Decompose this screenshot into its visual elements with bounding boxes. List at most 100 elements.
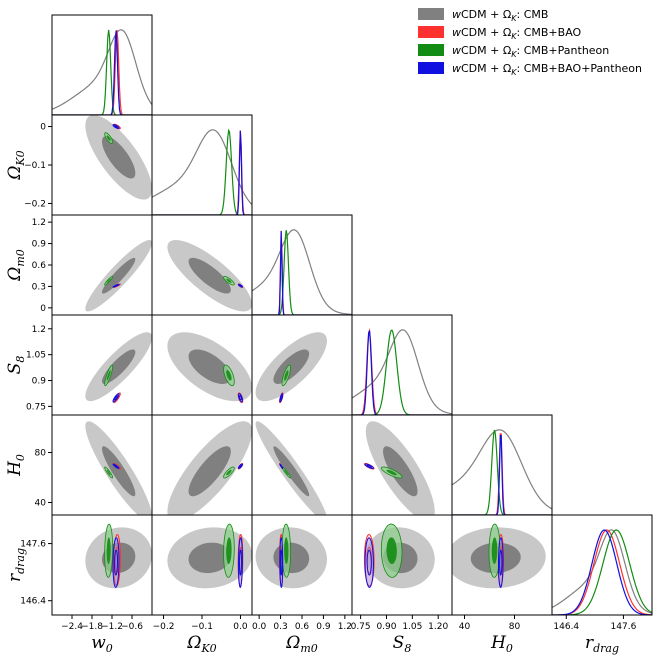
x-tick-label: −0.6 bbox=[121, 622, 143, 632]
x-tick-label: 0.0 bbox=[252, 622, 267, 632]
contour-68-CMB+Pantheon bbox=[386, 469, 397, 476]
y-tick-label: 1.2 bbox=[32, 325, 46, 335]
y-tick-label: 0.75 bbox=[26, 402, 46, 412]
x-axis-label-Omegam0: Ωm0 bbox=[285, 633, 318, 655]
legend-swatch-CMB+Pantheon bbox=[418, 44, 444, 56]
y-tick-label: 0.9 bbox=[32, 377, 47, 387]
panel-w0-vs-w0 bbox=[51, 14, 153, 116]
legend-swatch-CMB+BAO bbox=[418, 26, 444, 38]
legend-entry-CMB+BAO: wCDM + ΩK: CMB+BAO bbox=[452, 26, 582, 41]
contour-68-CMB+Pantheon bbox=[226, 278, 232, 283]
marginal-rdrag-CMB+Pantheon bbox=[552, 529, 652, 615]
panel-content bbox=[85, 332, 152, 404]
legend-swatch-CMB bbox=[418, 8, 444, 20]
y-axis-label-H0: H0 bbox=[5, 454, 27, 477]
panel-frame bbox=[551, 514, 653, 616]
y-tick-label: 1.2 bbox=[32, 218, 46, 228]
contour-68-CMB+BAO+Pantheon bbox=[280, 395, 283, 401]
y-axis-label-S8: S8 bbox=[5, 356, 27, 375]
x-axis-label-w0: w0 bbox=[91, 633, 113, 655]
y-tick-label: −0.1 bbox=[24, 161, 46, 171]
contour-68-CMB+Pantheon bbox=[106, 469, 111, 476]
x-tick-label: 1.2 bbox=[338, 622, 352, 632]
contour-95-CMB+BAO+Pantheon bbox=[112, 537, 120, 588]
x-tick-label: 146.4 bbox=[553, 622, 579, 632]
contour-68-CMB bbox=[188, 446, 231, 497]
x-tick-label: 1.05 bbox=[402, 622, 422, 632]
contour-68-CMB+Pantheon bbox=[491, 537, 498, 565]
panel-content bbox=[85, 240, 152, 312]
marginal-H0-CMB+Pantheon bbox=[452, 429, 552, 515]
x-tick-label: 0.9 bbox=[316, 622, 331, 632]
contour-68-CMB+BAO+Pantheon bbox=[113, 284, 119, 287]
x-tick-label: 0.90 bbox=[376, 622, 396, 632]
panel-S8-vs-S8 bbox=[351, 314, 453, 416]
panel-Omegam0-vs-OmegaK0 bbox=[151, 214, 253, 316]
panel-S8-vs-Omegam0 bbox=[251, 314, 353, 416]
contour-68-CMB bbox=[102, 136, 136, 179]
marginal-Omegam0-CMB+Pantheon bbox=[252, 230, 352, 315]
y-tick-label: 80 bbox=[35, 449, 47, 459]
legend-entry-CMB: wCDM + ΩK: CMB bbox=[452, 8, 548, 23]
panel-rdrag-vs-H0: 40 80 bbox=[451, 514, 553, 632]
contour-68-CMB bbox=[273, 446, 310, 497]
x-axis-label-rdrag: rdrag bbox=[585, 633, 619, 655]
contour-68-CMB+Pantheon bbox=[284, 370, 289, 381]
x-tick-label: −1.2 bbox=[101, 622, 123, 632]
x-tick-label: 1.20 bbox=[428, 622, 448, 632]
marginal-OmegaK0-CMB bbox=[152, 129, 252, 206]
panel-S8-vs-OmegaK0 bbox=[151, 314, 253, 416]
contour-68-CMB+BAO+Pantheon bbox=[366, 549, 372, 576]
y-axis-label-OmegaK0: ΩK0 bbox=[5, 150, 27, 180]
contour-68-CMB bbox=[273, 349, 310, 384]
marginal-w0-CMB+BAO+Pantheon bbox=[52, 30, 152, 115]
contour-68-CMB+BAO+Pantheon bbox=[239, 549, 242, 576]
panel-H0-vs-Omegam0 bbox=[251, 414, 353, 516]
contour-68-CMB+BAO+Pantheon bbox=[366, 464, 372, 468]
contour-68-CMB+BAO+Pantheon bbox=[113, 464, 119, 468]
panel-content bbox=[152, 128, 252, 215]
panel-content bbox=[363, 523, 435, 589]
y-tick-label: 1.05 bbox=[26, 351, 46, 361]
legend: wCDM + ΩK: CMB wCDM + ΩK: CMB+BAO wCDM + Ω… bbox=[418, 8, 642, 77]
panel-H0-vs-S8 bbox=[351, 414, 453, 516]
contour-68-CMB bbox=[188, 257, 231, 294]
contour-68-CMB bbox=[188, 349, 231, 384]
panel-content bbox=[255, 332, 327, 404]
y-tick-label: 0 bbox=[40, 123, 46, 133]
contour-68-CMB+BAO+Pantheon bbox=[113, 395, 119, 401]
panel-OmegaK0-vs-OmegaK0 bbox=[151, 114, 253, 216]
contour-68-CMB bbox=[383, 446, 418, 497]
panel-content bbox=[167, 421, 252, 515]
legend-entry-CMB+Pantheon: wCDM + ΩK: CMB+Pantheon bbox=[452, 44, 609, 59]
panel-frame bbox=[251, 214, 353, 316]
x-tick-label: 80 bbox=[509, 622, 521, 632]
y-axis-label-rdrag: rdrag bbox=[5, 548, 27, 582]
panel-H0-vs-H0 bbox=[451, 414, 553, 516]
panel-Omegam0-vs-w0: 0 0.3 0.6 0.9 1.2 bbox=[32, 214, 153, 316]
contour-95-CMB+BAO+Pantheon bbox=[497, 537, 504, 588]
panel-H0-vs-OmegaK0 bbox=[151, 414, 253, 516]
y-tick-label: 40 bbox=[35, 499, 47, 509]
x-tick-label: −0.2 bbox=[153, 622, 175, 632]
contour-68-CMB+Pantheon bbox=[226, 469, 232, 476]
x-tick-label: −2.4 bbox=[61, 622, 83, 632]
panel-content bbox=[85, 115, 152, 200]
marginal-Omegam0-CMB bbox=[252, 229, 352, 315]
y-axis-label-Omegam0: Ωm0 bbox=[5, 249, 27, 282]
contour-95-CMB+BAO+Pantheon bbox=[238, 537, 243, 588]
legend-swatch-CMB+BAO+Pantheon bbox=[418, 62, 444, 74]
panel-rdrag-vs-Omegam0: 0.0 0.3 0.6 0.9 1.2 bbox=[251, 514, 353, 632]
panel-H0-vs-w0: 40 80 bbox=[35, 414, 153, 516]
marginal-Omegam0-CMB+BAO bbox=[252, 230, 352, 315]
marginal-rdrag-CMB+BAO bbox=[552, 529, 652, 615]
contour-68-CMB+Pantheon bbox=[106, 370, 111, 381]
panel-content bbox=[363, 421, 435, 515]
contour-68-CMB+BAO bbox=[114, 546, 120, 574]
marginal-S8-CMB+Pantheon bbox=[352, 329, 452, 415]
marginal-OmegaK0-CMB+BAO bbox=[152, 130, 252, 215]
x-axis-label-OmegaK0: ΩK0 bbox=[186, 633, 216, 655]
panel-content bbox=[52, 29, 152, 115]
x-axis-label-H0: H0 bbox=[490, 633, 513, 655]
